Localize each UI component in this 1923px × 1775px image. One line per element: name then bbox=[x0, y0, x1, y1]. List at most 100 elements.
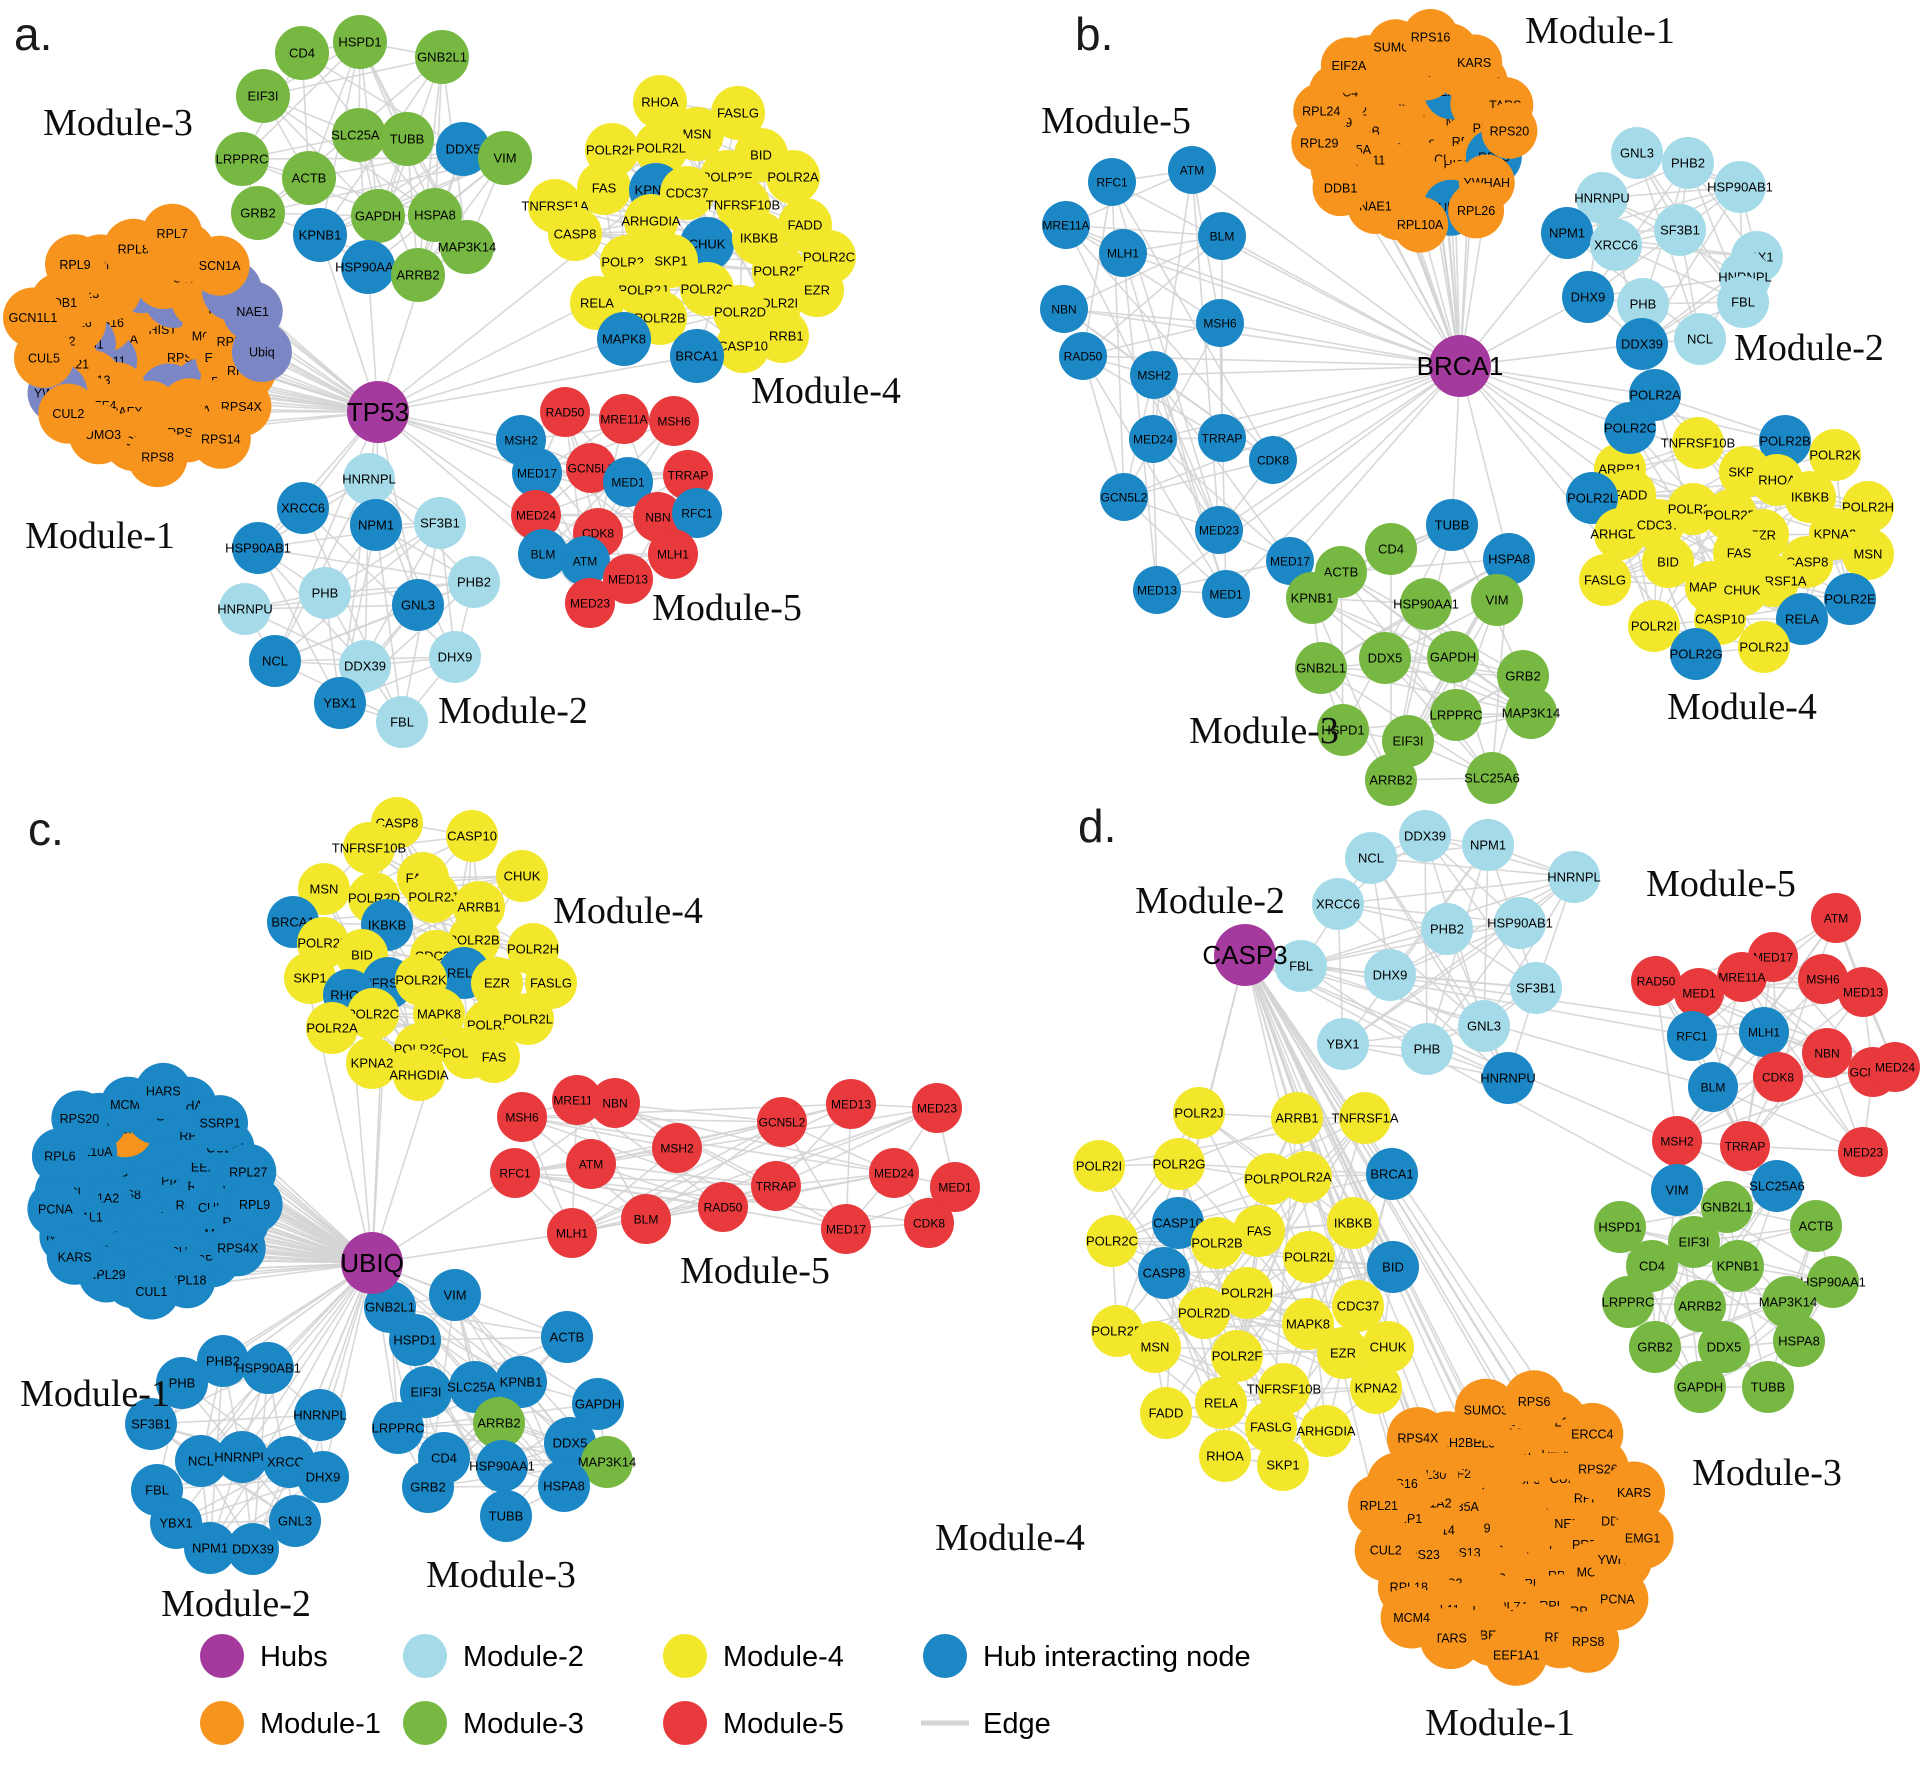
node-NBN[interactable]: NBN bbox=[1802, 1028, 1852, 1078]
node-circle-RPL26[interactable] bbox=[1448, 182, 1505, 239]
node-circle-MAP3K14[interactable] bbox=[1505, 687, 1557, 739]
node-circle-BLM[interactable] bbox=[1688, 1062, 1738, 1112]
node-KPNB1[interactable]: KPNB1 bbox=[1712, 1240, 1764, 1292]
node-RPS8[interactable]: RPS8 bbox=[127, 427, 188, 488]
node-circle-SCN1A[interactable] bbox=[189, 235, 250, 296]
node-circle-CASP8[interactable] bbox=[1138, 1247, 1190, 1299]
node-circle-EZR[interactable] bbox=[1317, 1327, 1369, 1379]
node-circle-PHB2[interactable] bbox=[1421, 903, 1473, 955]
node-circle-SLC25A6[interactable] bbox=[1466, 752, 1518, 804]
node-circle-RPS16[interactable] bbox=[1402, 9, 1459, 65]
node-RELA[interactable]: RELA bbox=[1195, 1377, 1247, 1429]
node-circle-POLR2C[interactable] bbox=[1086, 1215, 1138, 1267]
node-GRB2[interactable]: GRB2 bbox=[1629, 1321, 1681, 1373]
node-MED23[interactable]: MED23 bbox=[565, 578, 615, 628]
node-circle-HNRNPU[interactable] bbox=[219, 583, 271, 635]
node-circle-HSPD1[interactable] bbox=[1594, 1201, 1646, 1253]
node-circle-MSN[interactable] bbox=[1842, 528, 1894, 580]
node-GNL3[interactable]: GNL3 bbox=[1458, 1000, 1510, 1052]
node-circle-CD4[interactable] bbox=[275, 26, 329, 80]
node-circle-RAD50[interactable] bbox=[540, 387, 590, 437]
node-circle-EEF1A1[interactable] bbox=[1485, 1623, 1548, 1686]
hub-UBIQ[interactable]: UBIQ bbox=[340, 1232, 404, 1294]
node-circle-SF3B1[interactable] bbox=[1510, 962, 1562, 1014]
node-circle-CASP10[interactable] bbox=[716, 319, 770, 373]
node-circle-GNL3[interactable] bbox=[392, 579, 444, 631]
node-circle-VIM[interactable] bbox=[1651, 1164, 1703, 1216]
node-SF3B1[interactable]: SF3B1 bbox=[1510, 962, 1562, 1014]
node-TUBB[interactable]: TUBB bbox=[380, 112, 434, 166]
node-circle-NBN[interactable] bbox=[1040, 285, 1088, 333]
node-POLR2B[interactable]: POLR2B bbox=[1191, 1217, 1243, 1269]
node-KPNB1[interactable]: KPNB1 bbox=[1286, 572, 1338, 624]
node-circle-NCL[interactable] bbox=[1345, 832, 1397, 884]
node-circle-RPL10A[interactable] bbox=[1392, 196, 1449, 253]
node-POLR2J[interactable]: POLR2J bbox=[407, 871, 459, 923]
node-circle-MAPK8[interactable] bbox=[1282, 1298, 1334, 1350]
node-TUBB[interactable]: TUBB bbox=[1742, 1361, 1794, 1413]
node-circle-RPS20[interactable] bbox=[1481, 102, 1538, 159]
node-circle-MSH2[interactable] bbox=[1652, 1116, 1702, 1166]
node-DHX9[interactable]: DHX9 bbox=[429, 631, 481, 683]
node-BLM[interactable]: BLM bbox=[621, 1194, 671, 1244]
node-MED24[interactable]: MED24 bbox=[1870, 1042, 1920, 1092]
node-circle-DDX5[interactable] bbox=[436, 122, 490, 176]
node-POLR2L[interactable]: POLR2L bbox=[1283, 1231, 1335, 1283]
node-circle-TRRAP[interactable] bbox=[751, 1161, 801, 1211]
node-circle-KPNB1[interactable] bbox=[495, 1356, 547, 1408]
node-circle-MED24[interactable] bbox=[1129, 415, 1177, 463]
node-circle-MED23[interactable] bbox=[565, 578, 615, 628]
node-circle-GNL3[interactable] bbox=[1458, 1000, 1510, 1052]
node-circle-HSP90AA1[interactable] bbox=[1400, 578, 1452, 630]
node-circle-HSPD1[interactable] bbox=[1317, 704, 1369, 756]
node-circle-Ubiq[interactable] bbox=[231, 322, 292, 382]
node-CASP8[interactable]: CASP8 bbox=[1138, 1247, 1190, 1299]
node-circle-HNRNPU[interactable] bbox=[216, 1431, 268, 1483]
node-circle-NCL[interactable] bbox=[1674, 313, 1726, 365]
node-BLM[interactable]: BLM bbox=[518, 529, 568, 579]
node-ATM[interactable]: ATM bbox=[1811, 893, 1861, 943]
node-circle-RAD50[interactable] bbox=[698, 1182, 748, 1232]
node-RFC1[interactable]: RFC1 bbox=[1088, 158, 1136, 206]
node-circle-MSH2[interactable] bbox=[1130, 351, 1178, 399]
node-DDX39[interactable]: DDX39 bbox=[227, 1523, 279, 1575]
node-circle-MSN[interactable] bbox=[1129, 1321, 1181, 1373]
node-circle-RPS20[interactable] bbox=[51, 1090, 108, 1147]
node-HNRNPU[interactable]: HNRNPU bbox=[217, 583, 273, 635]
node-circle-MAP3K14[interactable] bbox=[440, 220, 494, 274]
node-GRB2[interactable]: GRB2 bbox=[231, 186, 285, 240]
node-circle-VIM[interactable] bbox=[1471, 574, 1523, 626]
node-circle-EZR[interactable] bbox=[790, 263, 844, 317]
node-circle-NPM1[interactable] bbox=[350, 499, 402, 551]
node-circle-FASLG[interactable] bbox=[711, 86, 765, 140]
node-CUL1[interactable]: CUL1 bbox=[123, 1263, 180, 1320]
node-KPNA2[interactable]: KPNA2 bbox=[1350, 1362, 1402, 1414]
node-TUBB[interactable]: TUBB bbox=[1426, 499, 1478, 551]
node-DDX5[interactable]: DDX5 bbox=[1359, 632, 1411, 684]
node-circle-MSH6[interactable] bbox=[1798, 954, 1848, 1004]
node-MED23[interactable]: MED23 bbox=[912, 1083, 962, 1133]
node-circle-BLM[interactable] bbox=[518, 529, 568, 579]
node-circle-EIF3I[interactable] bbox=[1382, 715, 1434, 767]
node-BRCA1[interactable]: BRCA1 bbox=[670, 329, 724, 383]
hub-circle-TP53[interactable] bbox=[347, 381, 409, 443]
node-GAPDH[interactable]: GAPDH bbox=[351, 189, 405, 243]
node-circle-MSH6[interactable] bbox=[497, 1092, 547, 1142]
node-circle-HSPD1[interactable] bbox=[333, 15, 387, 69]
node-YBX1[interactable]: YBX1 bbox=[314, 677, 366, 729]
node-circle-NBN[interactable] bbox=[590, 1078, 640, 1128]
node-circle-RFC1[interactable] bbox=[1667, 1011, 1717, 1061]
node-circle-ACTB[interactable] bbox=[541, 1311, 593, 1363]
node-LRPPRC[interactable]: LRPPRC bbox=[1430, 689, 1483, 741]
node-ACTB[interactable]: ACTB bbox=[541, 1311, 593, 1363]
node-circle-ACTB[interactable] bbox=[282, 151, 336, 205]
node-HSP90AB1[interactable]: HSP90AB1 bbox=[225, 522, 291, 574]
node-circle-ERCC4[interactable] bbox=[1561, 1402, 1624, 1465]
node-circle-PHB[interactable] bbox=[299, 567, 351, 619]
node-MLH1[interactable]: MLH1 bbox=[648, 529, 698, 579]
node-circle-MLH1[interactable] bbox=[1099, 229, 1147, 277]
node-circle-MED24[interactable] bbox=[1870, 1042, 1920, 1092]
node-circle-RPS4X[interactable] bbox=[209, 1220, 266, 1277]
node-POLR2J[interactable]: POLR2J bbox=[1738, 621, 1790, 673]
node-MSH2[interactable]: MSH2 bbox=[1652, 1116, 1702, 1166]
